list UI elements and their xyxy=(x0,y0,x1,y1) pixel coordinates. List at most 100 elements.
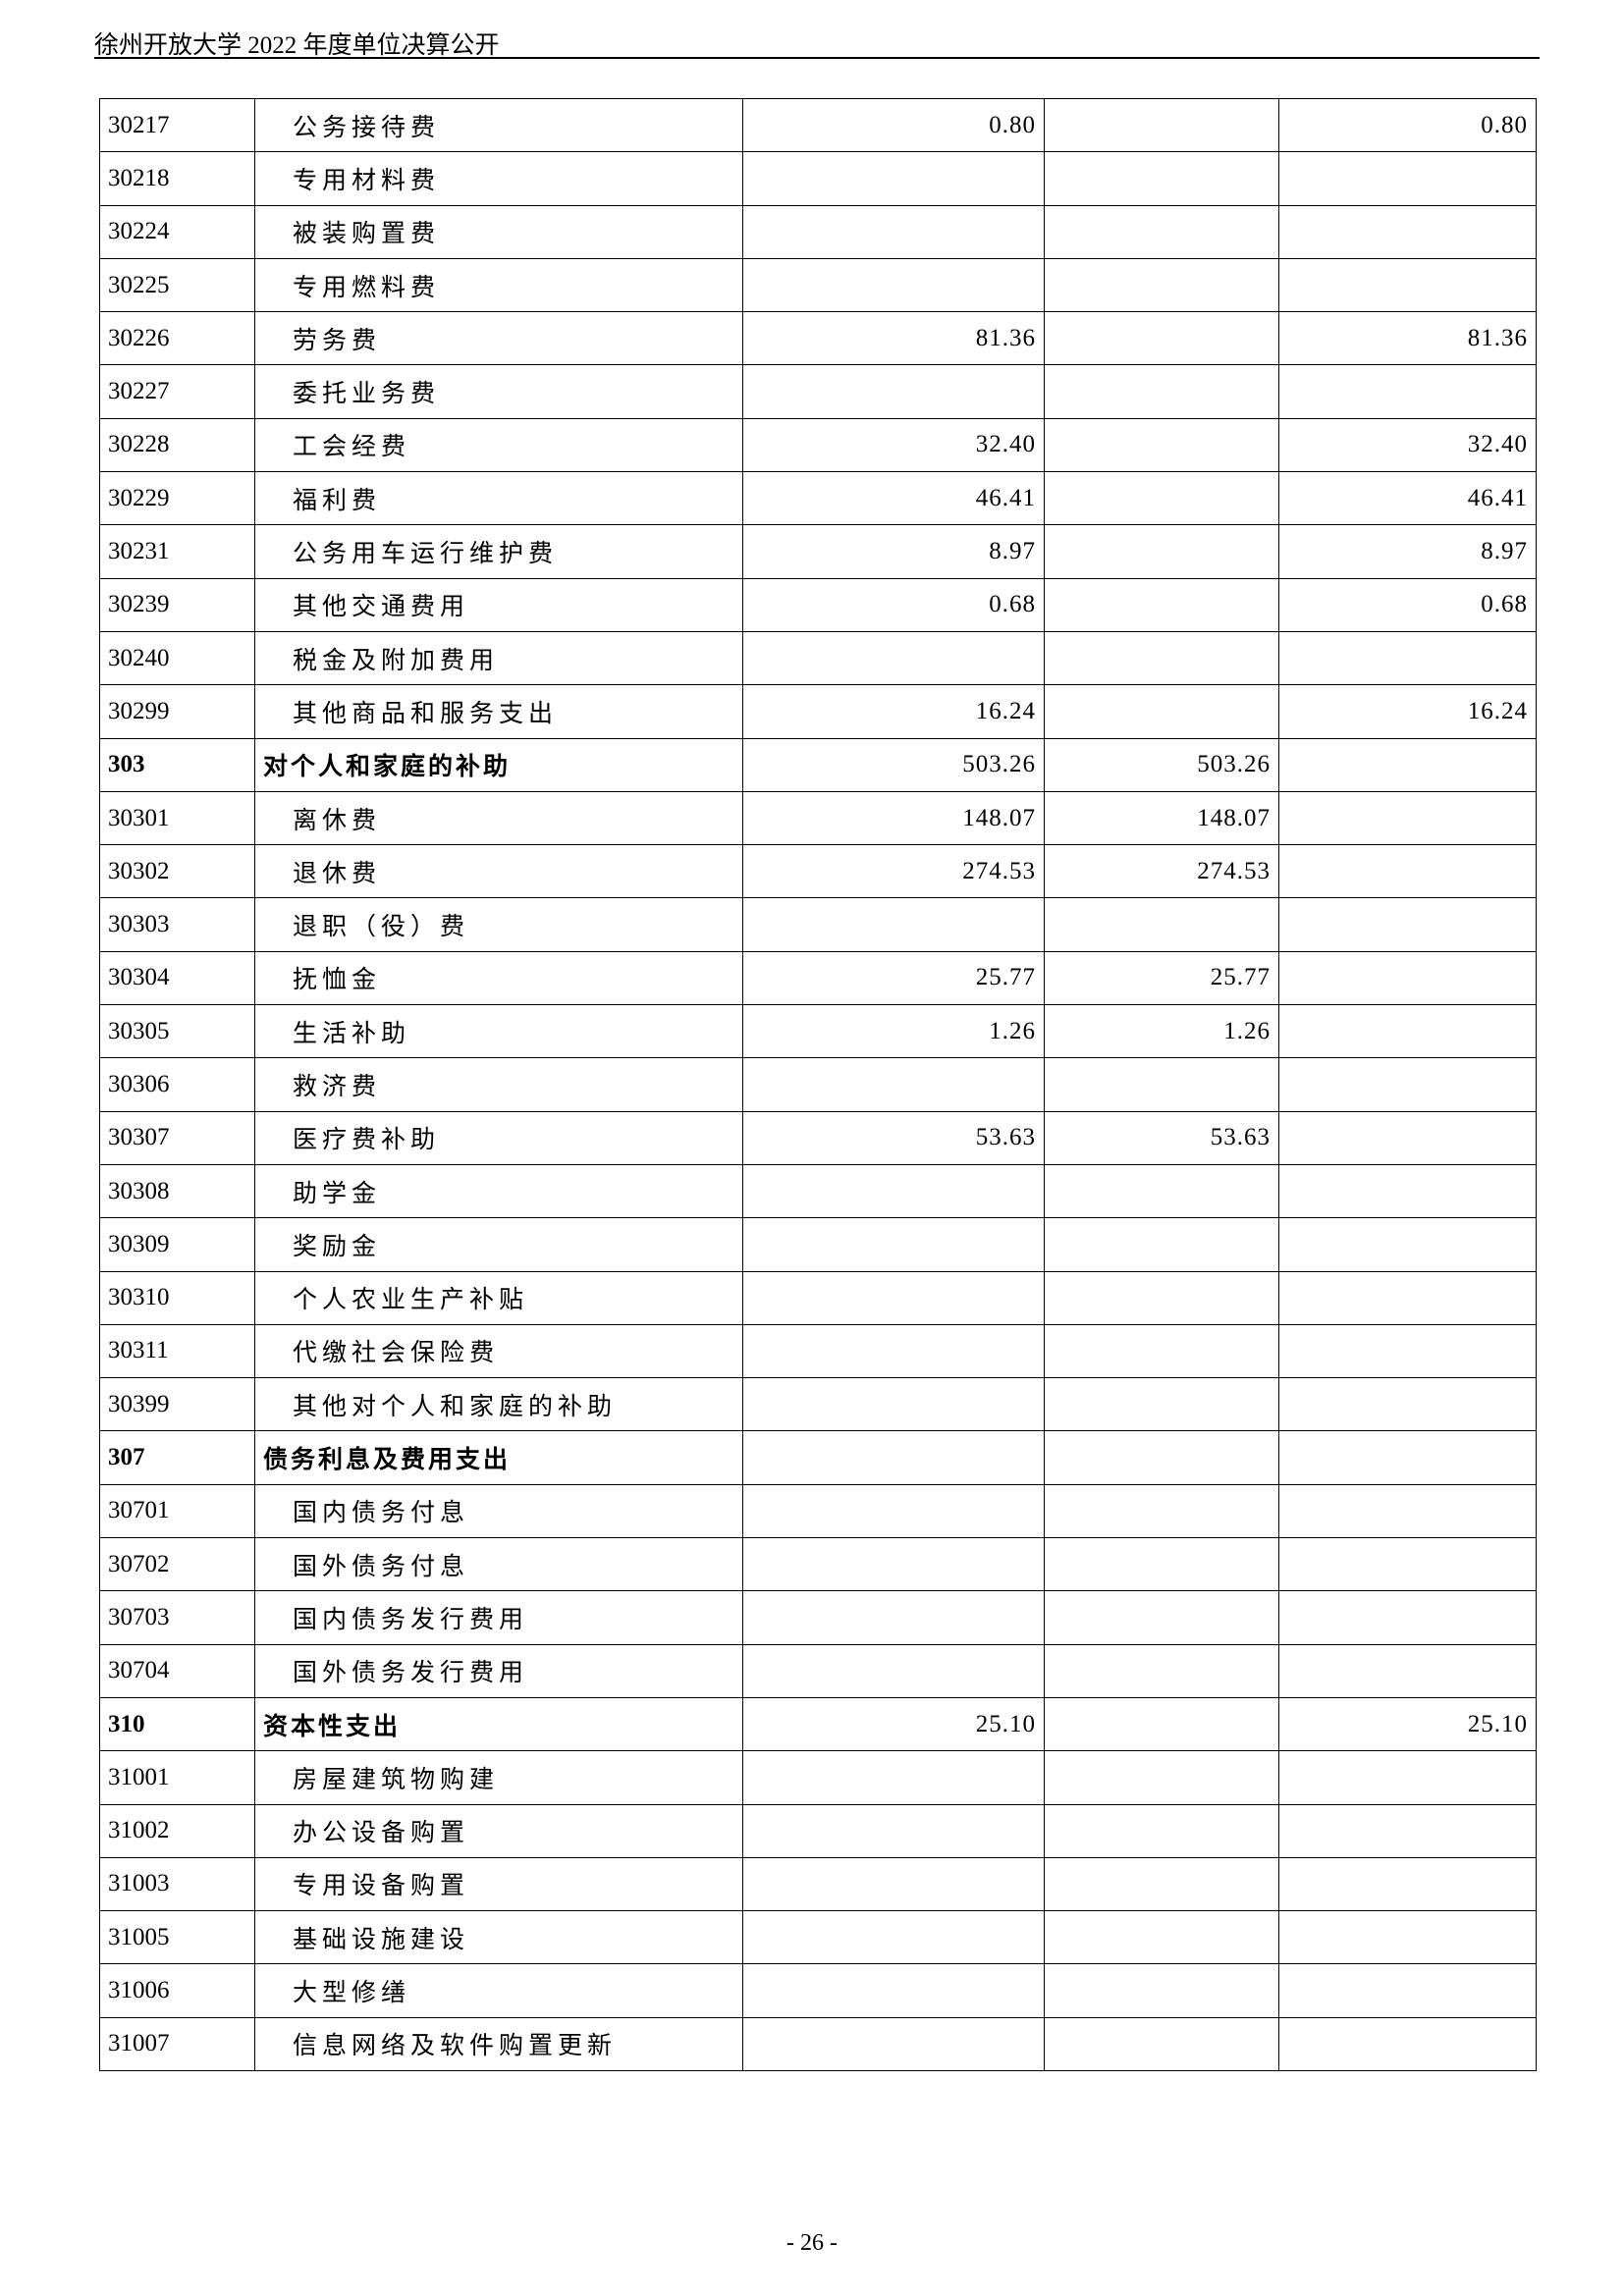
row-name: 奖励金 xyxy=(254,1217,743,1272)
row-name: 劳务费 xyxy=(254,311,743,366)
row-value-project xyxy=(1278,1750,1537,1805)
row-value-basic xyxy=(1044,1803,1279,1858)
row-name: 公务用车运行维护费 xyxy=(254,524,743,579)
row-value-total xyxy=(742,1270,1045,1325)
row-name: 办公设备购置 xyxy=(254,1803,743,1858)
table-row: 30704 国外债务发行费用 xyxy=(99,1643,1537,1698)
row-name: 专用设备购置 xyxy=(254,1856,743,1912)
row-value-basic xyxy=(1044,630,1279,686)
row-value-project xyxy=(1278,257,1537,313)
table-row: 31002 办公设备购置 xyxy=(99,1803,1537,1858)
row-value-basic xyxy=(1044,1430,1279,1485)
row-value-basic xyxy=(1044,1163,1279,1219)
row-value-total xyxy=(742,151,1045,206)
row-value-total xyxy=(742,1057,1045,1112)
row-code: 30240 xyxy=(99,630,255,686)
table-row: 30702 国外债务付息 xyxy=(99,1537,1537,1592)
row-value-basic xyxy=(1044,897,1279,952)
row-value-basic xyxy=(1044,204,1279,259)
row-name: 抚恤金 xyxy=(254,950,743,1006)
row-value-project xyxy=(1278,1856,1537,1912)
row-code: 30239 xyxy=(99,577,255,632)
row-code: 30310 xyxy=(99,1270,255,1325)
table-row: 30302 退休费 274.53 274.53 xyxy=(99,844,1537,899)
row-code: 30703 xyxy=(99,1590,255,1645)
row-value-project xyxy=(1278,1057,1537,1112)
row-value-project: 81.36 xyxy=(1278,311,1537,366)
row-value-basic xyxy=(1044,151,1279,206)
table-row: 30239 其他交通费用 0.68 0.68 xyxy=(99,577,1537,632)
row-value-total xyxy=(742,1217,1045,1272)
row-value-project xyxy=(1278,1643,1537,1698)
row-value-basic xyxy=(1044,364,1279,419)
row-name: 福利费 xyxy=(254,471,743,526)
table-row: 30309 奖励金 xyxy=(99,1217,1537,1272)
table-row: 30310 个人农业生产补贴 xyxy=(99,1270,1537,1325)
row-value-total xyxy=(742,1377,1045,1432)
row-value-project xyxy=(1278,1110,1537,1165)
row-value-project xyxy=(1278,1963,1537,2018)
row-value-total: 148.07 xyxy=(742,790,1045,846)
row-name: 生活补助 xyxy=(254,1004,743,1059)
row-code: 30218 xyxy=(99,151,255,206)
row-value-basic xyxy=(1044,1856,1279,1912)
row-value-basic xyxy=(1044,97,1279,153)
row-value-total: 503.26 xyxy=(742,737,1045,792)
row-name: 国外债务付息 xyxy=(254,1537,743,1592)
row-name: 专用材料费 xyxy=(254,151,743,206)
row-code: 31007 xyxy=(99,2016,255,2071)
table-row: 30228 工会经费 32.40 32.40 xyxy=(99,417,1537,473)
row-name: 个人农业生产补贴 xyxy=(254,1270,743,1325)
row-value-project xyxy=(1278,950,1537,1006)
row-value-basic xyxy=(1044,684,1279,739)
row-value-basic xyxy=(1044,1696,1279,1752)
table-row: 30227 委托业务费 xyxy=(99,364,1537,419)
row-value-total: 81.36 xyxy=(742,311,1045,366)
row-value-project: 8.97 xyxy=(1278,524,1537,579)
row-name: 资本性支出 xyxy=(254,1696,743,1752)
row-value-total: 1.26 xyxy=(742,1004,1045,1059)
row-value-project xyxy=(1278,1430,1537,1485)
row-name: 离休费 xyxy=(254,790,743,846)
row-value-project xyxy=(1278,2016,1537,2071)
row-value-project: 0.80 xyxy=(1278,97,1537,153)
table-row: 30217 公务接待费 0.80 0.80 xyxy=(99,97,1537,153)
row-code: 31005 xyxy=(99,1910,255,1965)
row-code: 30307 xyxy=(99,1110,255,1165)
row-code: 307 xyxy=(99,1430,255,1485)
table-row: 30701 国内债务付息 xyxy=(99,1483,1537,1539)
table-row: 30311 代缴社会保险费 xyxy=(99,1323,1537,1379)
row-name: 委托业务费 xyxy=(254,364,743,419)
row-value-project xyxy=(1278,790,1537,846)
table-row: 30307 医疗费补助 53.63 53.63 xyxy=(99,1110,1537,1165)
row-name: 公务接待费 xyxy=(254,97,743,153)
row-value-total: 274.53 xyxy=(742,844,1045,899)
row-code: 30306 xyxy=(99,1057,255,1112)
row-name: 国内债务付息 xyxy=(254,1483,743,1539)
row-code: 30217 xyxy=(99,97,255,153)
row-value-project xyxy=(1278,364,1537,419)
row-value-basic xyxy=(1044,1217,1279,1272)
table-row: 30399 其他对个人和家庭的补助 xyxy=(99,1377,1537,1432)
row-value-basic: 53.63 xyxy=(1044,1110,1279,1165)
row-value-project xyxy=(1278,204,1537,259)
row-value-project xyxy=(1278,1483,1537,1539)
row-value-project: 0.68 xyxy=(1278,577,1537,632)
table-row: 31007 信息网络及软件购置更新 xyxy=(99,2016,1537,2071)
row-value-total: 8.97 xyxy=(742,524,1045,579)
row-value-project xyxy=(1278,844,1537,899)
row-value-total xyxy=(742,1803,1045,1858)
header-divider xyxy=(94,57,1540,59)
row-value-basic xyxy=(1044,1910,1279,1965)
document-header-title: 徐州开放大学 2022 年度单位决算公开 xyxy=(94,32,500,59)
row-code: 303 xyxy=(99,737,255,792)
table-row: 31001 房屋建筑物购建 xyxy=(99,1750,1537,1805)
row-code: 31001 xyxy=(99,1750,255,1805)
row-name: 退休费 xyxy=(254,844,743,899)
row-code: 31002 xyxy=(99,1803,255,1858)
table-row: 30703 国内债务发行费用 xyxy=(99,1590,1537,1645)
row-value-basic xyxy=(1044,471,1279,526)
row-name: 退职（役）费 xyxy=(254,897,743,952)
row-name: 国外债务发行费用 xyxy=(254,1643,743,1698)
row-value-project xyxy=(1278,1270,1537,1325)
